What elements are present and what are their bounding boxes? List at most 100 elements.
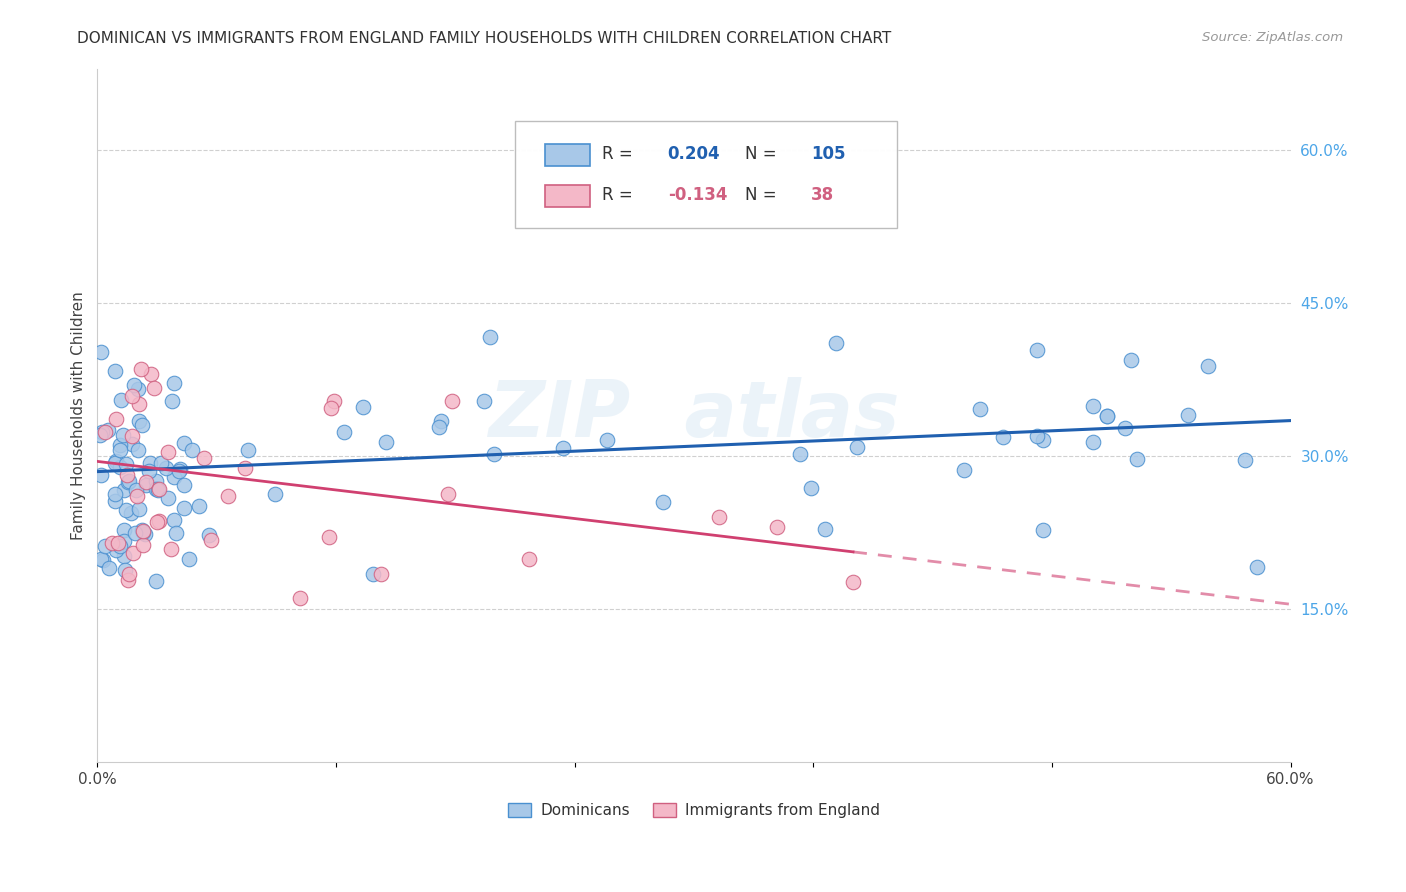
Legend: Dominicans, Immigrants from England: Dominicans, Immigrants from England <box>502 797 886 824</box>
Point <box>117 573 139 587</box>
Point <box>430 414 453 428</box>
Point <box>163 376 186 390</box>
Point <box>148 483 170 497</box>
Point <box>1032 523 1054 537</box>
Point <box>90 467 112 482</box>
Point <box>108 438 131 452</box>
Point <box>131 361 153 376</box>
Point <box>125 490 148 504</box>
Point <box>173 501 195 516</box>
Point <box>97 561 120 575</box>
Point <box>198 528 221 542</box>
Point <box>841 574 863 589</box>
Point <box>127 383 149 397</box>
Point <box>595 433 617 447</box>
Point <box>1081 435 1104 450</box>
Point <box>105 542 128 557</box>
Point <box>322 393 344 408</box>
Point <box>135 475 157 490</box>
Point <box>121 389 143 403</box>
Point <box>112 523 135 537</box>
Point <box>1234 452 1257 467</box>
Point <box>142 381 165 395</box>
Point <box>1119 352 1142 367</box>
Point <box>163 470 186 484</box>
Point <box>166 525 188 540</box>
Point <box>148 514 170 528</box>
Point <box>1125 452 1147 467</box>
Point <box>333 425 356 439</box>
Point <box>440 394 463 409</box>
Point <box>125 483 148 498</box>
FancyBboxPatch shape <box>515 120 897 228</box>
FancyBboxPatch shape <box>544 186 591 208</box>
Point <box>115 467 138 482</box>
Point <box>112 483 135 497</box>
Point <box>263 487 285 501</box>
Point <box>135 478 157 492</box>
Point <box>128 502 150 516</box>
Point <box>94 539 117 553</box>
Point <box>145 482 167 496</box>
Point <box>155 460 177 475</box>
Point <box>148 483 170 497</box>
Point <box>108 459 131 474</box>
Point <box>193 450 215 465</box>
Point <box>991 430 1014 444</box>
Point <box>233 461 256 475</box>
Point <box>114 563 136 577</box>
Point <box>217 489 239 503</box>
Point <box>318 530 340 544</box>
Point <box>179 552 201 566</box>
Point <box>104 412 127 426</box>
Point <box>319 401 342 416</box>
Point <box>93 425 115 439</box>
Text: ZIP  atlas: ZIP atlas <box>488 377 900 453</box>
Point <box>112 549 135 563</box>
Point <box>121 437 143 451</box>
Point <box>89 427 111 442</box>
Point <box>825 336 848 351</box>
Point <box>97 424 120 438</box>
Point <box>104 487 127 501</box>
Point <box>145 475 167 489</box>
Point <box>107 536 129 550</box>
Text: R =: R = <box>602 186 638 204</box>
Point <box>104 456 127 470</box>
Point <box>814 522 837 536</box>
Point <box>236 443 259 458</box>
Point <box>1026 343 1049 357</box>
Point <box>163 513 186 527</box>
Point <box>1025 429 1047 443</box>
Point <box>969 401 991 416</box>
Point <box>173 477 195 491</box>
Point <box>1197 359 1219 373</box>
Point <box>169 461 191 475</box>
Point <box>517 551 540 566</box>
Point <box>131 417 153 432</box>
Point <box>90 344 112 359</box>
Point <box>127 442 149 457</box>
Point <box>139 368 162 382</box>
Point <box>118 475 141 489</box>
Point <box>288 591 311 606</box>
Text: 38: 38 <box>811 186 834 204</box>
Point <box>104 494 127 508</box>
Point <box>104 363 127 377</box>
Point <box>427 419 450 434</box>
Point <box>108 443 131 458</box>
Point <box>1097 409 1119 424</box>
Point <box>200 533 222 548</box>
Point <box>131 523 153 537</box>
Point <box>122 377 145 392</box>
Text: R =: R = <box>602 145 638 162</box>
Point <box>90 552 112 566</box>
Point <box>121 429 143 443</box>
Point <box>114 534 136 549</box>
Point <box>101 535 124 549</box>
Point <box>132 524 155 539</box>
Point <box>482 447 505 461</box>
Y-axis label: Family Households with Children: Family Households with Children <box>72 291 86 540</box>
Point <box>91 553 114 567</box>
Point <box>472 393 495 408</box>
